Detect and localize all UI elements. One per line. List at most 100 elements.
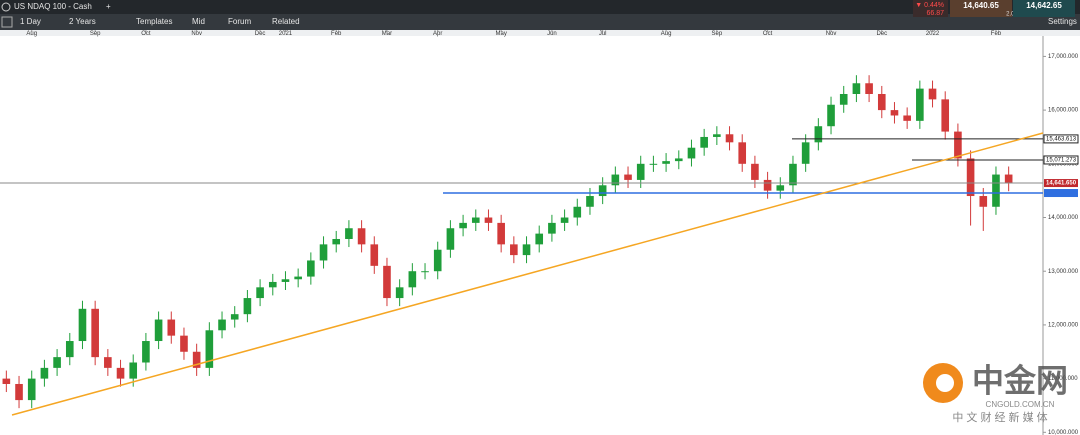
candle-body <box>471 217 480 223</box>
candle-body <box>268 281 277 288</box>
x-tick-label: Feb <box>331 31 342 37</box>
watermark-logo: 中金网 <box>972 362 1068 398</box>
candle-body <box>852 83 861 94</box>
candle-body <box>484 217 493 223</box>
candle-body <box>725 134 734 143</box>
logo-mark-inner <box>936 374 954 392</box>
layout-icon[interactable] <box>1 16 13 28</box>
candle-body <box>649 163 658 165</box>
candle-body <box>319 244 328 261</box>
x-axis-strip <box>0 30 1080 36</box>
range[interactable]: 2 Years <box>69 17 96 26</box>
candle-body <box>78 308 87 342</box>
candle-body <box>548 222 556 234</box>
x-tick-label: Feb <box>991 31 1002 37</box>
candle-body <box>700 136 708 148</box>
settings-button[interactable]: Settings <box>1048 17 1077 26</box>
candle-body <box>294 276 302 280</box>
x-tick-label: Aug <box>661 31 672 37</box>
watermark-domain: CNGOLD.COM.CN <box>986 400 1055 409</box>
change-percent: ▼ 0.44% <box>915 2 944 9</box>
candle-body <box>510 244 518 256</box>
candle-body <box>65 341 74 358</box>
level-label-box <box>1044 189 1078 198</box>
instrument-icon <box>1 2 11 12</box>
x-tick-label: Apr <box>433 31 442 37</box>
candle-body <box>586 196 594 207</box>
x-tick-label: May <box>495 31 506 37</box>
interval[interactable]: 1 Day <box>20 17 41 26</box>
candle-body <box>15 383 23 401</box>
candle-body <box>954 131 962 159</box>
title-bar <box>0 0 1080 14</box>
y-tick-label: 12,000.000 <box>1048 322 1079 328</box>
candle-body <box>243 298 252 315</box>
candle-body <box>738 142 747 164</box>
buy-box[interactable] <box>1013 0 1075 17</box>
candle-body <box>890 110 899 116</box>
x-tick-label: Jul <box>599 31 607 37</box>
change-box <box>913 0 948 17</box>
candle-body <box>687 147 696 159</box>
candle-body <box>624 174 632 180</box>
add-tab[interactable]: + <box>106 2 111 11</box>
sell-box[interactable] <box>950 0 1012 17</box>
toolbar <box>0 14 1080 30</box>
candle-body <box>142 341 150 363</box>
candle-body <box>459 222 467 229</box>
candle-body <box>332 238 341 245</box>
trendline <box>11 132 1044 416</box>
level-label-box <box>1044 179 1078 188</box>
candle-body <box>370 244 379 266</box>
templates-button[interactable]: Templates <box>136 17 172 26</box>
level-label-box <box>1043 155 1079 165</box>
candle-body <box>877 93 886 111</box>
candle-body <box>192 351 201 368</box>
forum-button[interactable]: Forum <box>228 17 251 26</box>
change: 66.87 <box>926 10 944 17</box>
candle-body <box>763 179 772 191</box>
candle-body <box>662 161 670 164</box>
candle-body <box>776 185 785 191</box>
instrument-name[interactable]: US NDAQ 100 - Cash <box>14 2 92 11</box>
plot: 10,000.000 11,000.000 12,000.000 13,000.000… <box>0 30 1079 435</box>
candle-body <box>230 314 239 320</box>
spread: 2.00 <box>1006 12 1018 18</box>
related-button[interactable]: Related <box>272 17 300 26</box>
candle-body <box>598 185 607 197</box>
sell-price[interactable]: 14,640.65 <box>963 1 999 10</box>
buy-price[interactable]: 14,642.65 <box>1026 1 1062 10</box>
x-tick-label: Mar <box>382 31 392 37</box>
candle-body <box>180 335 188 352</box>
y-tick-label: 14,000.000 <box>1048 215 1079 221</box>
candle-body <box>941 99 950 132</box>
x-tick-label: Aug <box>26 31 37 37</box>
level-label: 15,463.613 <box>1046 136 1077 142</box>
candle-body <box>979 196 988 207</box>
candle-body <box>218 319 226 331</box>
candle-body <box>116 367 125 379</box>
candle-body <box>2 378 11 384</box>
x-tick-label: 2021 <box>279 31 293 37</box>
mid-button[interactable]: Mid <box>192 17 205 26</box>
candle-body <box>357 228 366 245</box>
candle-body <box>535 233 544 245</box>
candle-body <box>395 287 404 299</box>
candle-body <box>129 362 138 379</box>
x-tick-label: Nov <box>826 31 837 37</box>
y-tick-label: 16,000.000 <box>1048 108 1079 114</box>
candle-body <box>256 287 264 299</box>
candle-body <box>751 163 759 180</box>
candle-body <box>966 158 975 197</box>
candle-body <box>40 367 49 379</box>
x-tick-label: 2022 <box>926 31 940 37</box>
candle-body <box>916 88 924 121</box>
candle-body <box>421 271 429 273</box>
candle-body <box>713 134 721 137</box>
candle-body <box>345 228 353 239</box>
candle-body <box>205 330 214 368</box>
candle-body <box>814 126 823 143</box>
x-tick-label: Oct <box>141 31 151 37</box>
candle-body <box>928 88 937 100</box>
